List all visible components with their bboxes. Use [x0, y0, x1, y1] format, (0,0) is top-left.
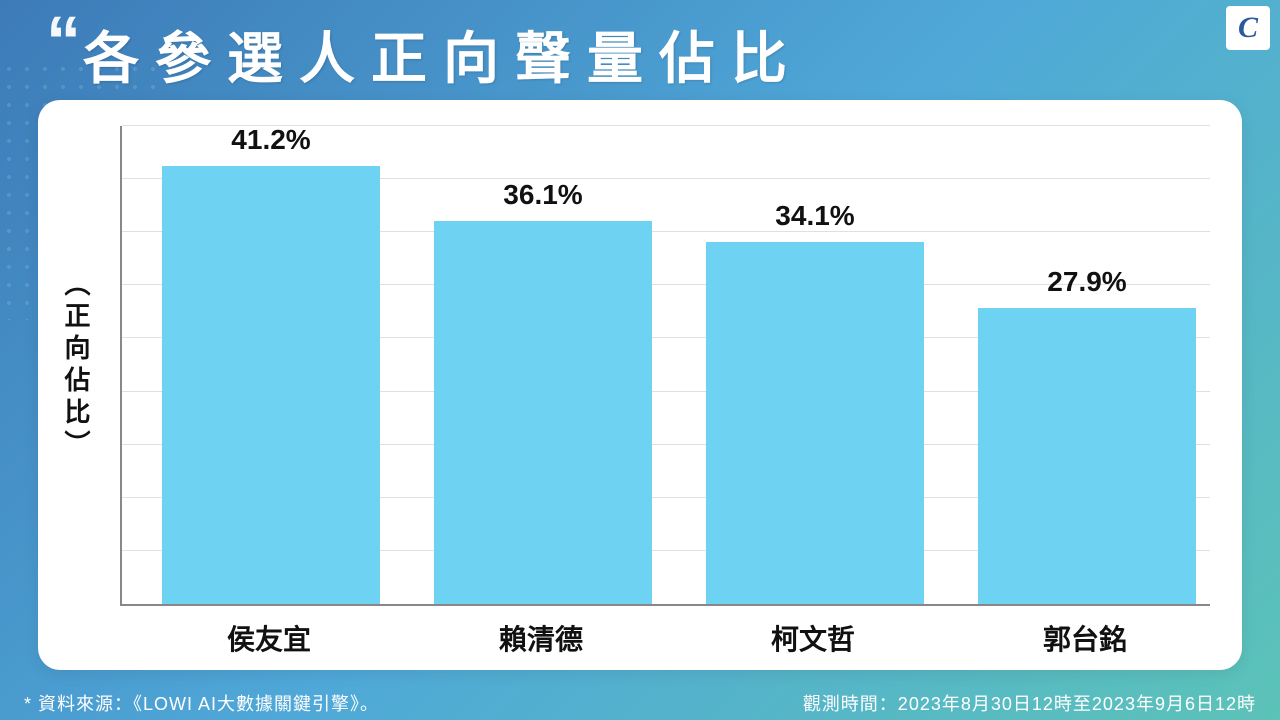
bar-group: 27.9% — [978, 266, 1196, 604]
plot-area: 41.2% 36.1% 34.1% 27.9% — [120, 126, 1210, 606]
quote-icon: “ — [46, 20, 71, 62]
bar-value-label: 41.2% — [231, 124, 310, 156]
x-axis-label: 賴清德 — [441, 618, 641, 658]
footer: * 資料來源：《LOWI AI大數據關鍵引擎》。 觀測時間：2023年8月30日… — [0, 686, 1280, 720]
bar — [434, 221, 652, 604]
bar-value-label: 34.1% — [775, 200, 854, 232]
x-axis-label: 侯友宜 — [169, 618, 369, 658]
bar-value-label: 27.9% — [1047, 266, 1126, 298]
page-root: C “ 各參選人正向聲量佔比 （正向佔比） 41.2% 36.1% 34.1% 27.… — [0, 0, 1280, 720]
chart-title: 各參選人正向聲量佔比 — [83, 14, 803, 95]
brand-logo: C — [1226, 6, 1270, 50]
bar-group: 41.2% — [162, 124, 380, 604]
footer-source: * 資料來源：《LOWI AI大數據關鍵引擎》。 — [24, 690, 379, 716]
bar — [706, 242, 924, 604]
bar-group: 36.1% — [434, 179, 652, 604]
chart-card: （正向佔比） 41.2% 36.1% 34.1% 27.9% 侯友宜 賴清德 柯文哲 郭台銘 — [38, 100, 1242, 670]
y-axis-label: （正向佔比） — [58, 270, 95, 462]
bar-value-label: 36.1% — [503, 179, 582, 211]
footer-period: 觀測時間：2023年8月30日12時至2023年9月6日12時 — [803, 690, 1256, 716]
title-row: “ 各參選人正向聲量佔比 — [46, 14, 803, 95]
bar — [978, 308, 1196, 604]
bar-group: 34.1% — [706, 200, 924, 604]
x-axis-label: 郭台銘 — [985, 618, 1185, 658]
bar — [162, 166, 380, 604]
x-axis-label: 柯文哲 — [713, 618, 913, 658]
